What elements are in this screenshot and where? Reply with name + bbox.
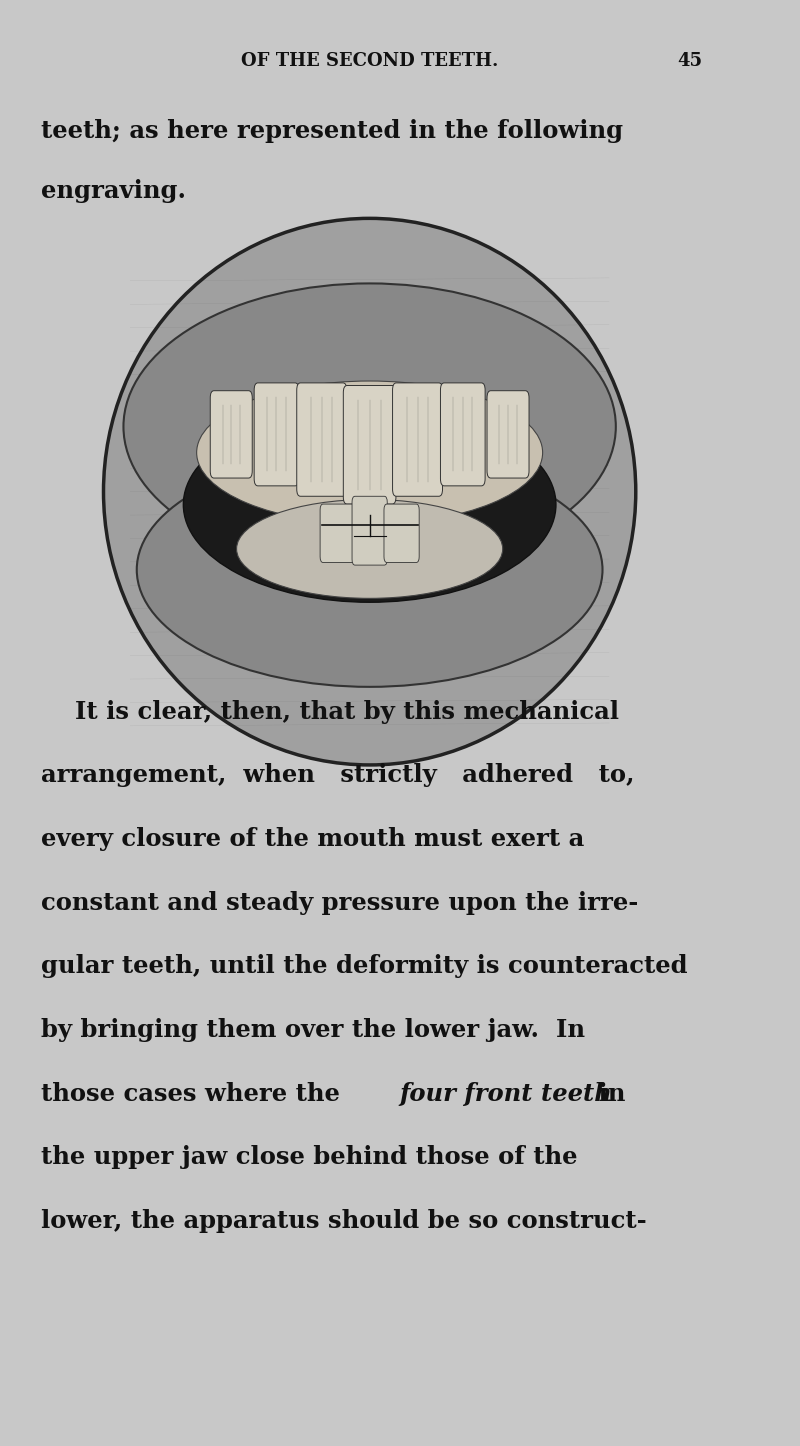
Text: every closure of the mouth must exert a: every closure of the mouth must exert a xyxy=(41,827,584,852)
Text: lower, the apparatus should be so construct-: lower, the apparatus should be so constr… xyxy=(41,1209,646,1233)
FancyBboxPatch shape xyxy=(254,383,299,486)
FancyBboxPatch shape xyxy=(441,383,485,486)
Text: those cases where the: those cases where the xyxy=(41,1082,348,1106)
Text: engraving.: engraving. xyxy=(41,179,186,204)
Ellipse shape xyxy=(183,408,556,602)
Ellipse shape xyxy=(137,453,602,687)
Ellipse shape xyxy=(123,283,616,570)
Text: constant and steady pressure upon the irre-: constant and steady pressure upon the ir… xyxy=(41,891,638,915)
Text: the upper jaw close behind those of the: the upper jaw close behind those of the xyxy=(41,1145,577,1170)
Text: in: in xyxy=(590,1082,626,1106)
FancyBboxPatch shape xyxy=(320,505,355,562)
FancyBboxPatch shape xyxy=(343,386,396,505)
Text: 45: 45 xyxy=(677,52,702,69)
Text: teeth; as here represented in the following: teeth; as here represented in the follow… xyxy=(41,119,622,143)
Ellipse shape xyxy=(237,499,502,599)
Text: gular teeth, until the deformity is counteracted: gular teeth, until the deformity is coun… xyxy=(41,954,687,979)
FancyBboxPatch shape xyxy=(393,383,442,496)
Text: OF THE SECOND TEETH.: OF THE SECOND TEETH. xyxy=(241,52,498,69)
Text: It is clear, then, that by this mechanical: It is clear, then, that by this mechanic… xyxy=(41,700,618,724)
Ellipse shape xyxy=(197,380,542,523)
FancyBboxPatch shape xyxy=(487,390,529,479)
FancyBboxPatch shape xyxy=(210,390,252,479)
Text: four front teeth: four front teeth xyxy=(399,1082,612,1106)
FancyBboxPatch shape xyxy=(384,505,419,562)
FancyBboxPatch shape xyxy=(297,383,346,496)
Text: by bringing them over the lower jaw.  In: by bringing them over the lower jaw. In xyxy=(41,1018,585,1043)
Text: arrangement,  when   strictly   adhered   to,: arrangement, when strictly adhered to, xyxy=(41,763,634,788)
FancyBboxPatch shape xyxy=(352,496,387,565)
Ellipse shape xyxy=(103,218,636,765)
